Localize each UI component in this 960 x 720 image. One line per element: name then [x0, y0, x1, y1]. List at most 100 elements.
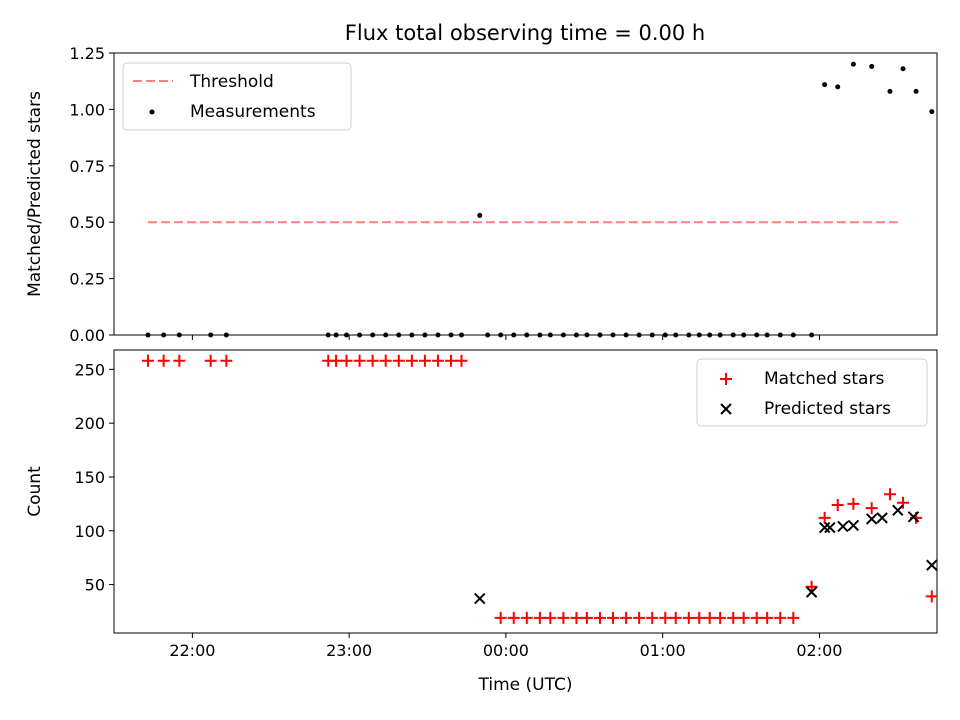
matched-star-point [544, 611, 557, 624]
measurement-point [610, 332, 616, 338]
measurement-point [696, 332, 702, 338]
measurement-point [730, 332, 736, 338]
measurement-point [448, 332, 454, 338]
measurement-point [208, 332, 214, 338]
measurement-point [458, 332, 464, 338]
matched-star-point [693, 611, 706, 624]
matched-star-point [173, 354, 186, 367]
measurement-point [344, 332, 350, 338]
measurement-point [145, 332, 151, 338]
matched-star-point [682, 611, 695, 624]
measurement-point [511, 332, 517, 338]
matched-star-point [507, 611, 520, 624]
x-tick-label: 00:00 [483, 641, 529, 660]
plot-area [145, 61, 935, 338]
legend-matched-swatch [720, 373, 732, 385]
measurement-point [686, 332, 692, 338]
matched-star-point [405, 354, 418, 367]
y-axis-label: Matched/Predicted stars [25, 91, 45, 297]
measurement-point [850, 61, 856, 67]
predicted-star-point [876, 512, 888, 524]
measurement-point [325, 332, 331, 338]
legend-box [122, 62, 352, 131]
y-tick-label: 150 [74, 468, 105, 487]
matched-star-point [445, 354, 458, 367]
matched-star-point [593, 611, 606, 624]
matched-star-point [580, 611, 593, 624]
measurement-point [597, 332, 603, 338]
matched-star-point [897, 496, 910, 509]
measurement-point [707, 332, 713, 338]
legend-box [696, 358, 928, 427]
matched-star-point [204, 354, 217, 367]
matched-star-point [818, 511, 831, 524]
matched-star-point [737, 611, 750, 624]
y-tick-label: 1.00 [69, 100, 105, 119]
matched-star-point [761, 611, 774, 624]
legend-measurements-label: Measurements [190, 102, 316, 122]
measurement-point [673, 332, 679, 338]
measurement-point [161, 332, 167, 338]
measurement-point [584, 332, 590, 338]
legend-matched-label: Matched stars [764, 369, 884, 389]
measurement-point [764, 332, 770, 338]
measurement-point [409, 332, 415, 338]
matched-star-point [533, 611, 546, 624]
matched-star-point [607, 611, 620, 624]
measurement-point [498, 332, 504, 338]
matched-star-point [633, 611, 646, 624]
y-tick-label: 0.50 [69, 213, 105, 232]
measurement-point [370, 332, 376, 338]
predicted-star-point [907, 511, 920, 523]
y-tick-label: 100 [74, 522, 105, 541]
matched-star-point [925, 590, 937, 603]
measurement-point [485, 332, 491, 338]
matched-star-point [865, 502, 878, 515]
x-axis-label: Time (UTC) [478, 675, 573, 695]
measurement-point [477, 212, 483, 218]
matched-star-point [379, 354, 392, 367]
matched-star-point [418, 354, 431, 367]
measurement-point [662, 332, 668, 338]
measurement-point [913, 88, 919, 94]
measurement-point [869, 64, 875, 70]
matched-star-point [557, 611, 570, 624]
top-panel: 0.00 0.25 0.50 0.75 1.00 1.25 Matched/Predicte… [25, 44, 938, 345]
legend-predicted-label: Predicted stars [764, 399, 891, 419]
predicted-star-point [847, 519, 860, 532]
measurement-point [223, 332, 229, 338]
matched-star-point [340, 354, 353, 367]
matched-star-point [669, 611, 682, 624]
measurement-point [396, 332, 402, 338]
matched-star-point [520, 611, 533, 624]
matched-star-point [774, 611, 787, 624]
measurement-point [887, 88, 893, 94]
matched-star-point [220, 354, 233, 367]
matched-star-point [366, 354, 379, 367]
measurement-point [822, 82, 828, 88]
matched-star-point [353, 354, 366, 367]
predicted-star-point [892, 504, 904, 517]
predicted-star-point [837, 520, 849, 533]
legend-top: Threshold Measurements [122, 62, 352, 131]
measurement-point [636, 332, 642, 338]
predicted-star-point [926, 559, 937, 571]
y-tick-label: 200 [74, 414, 105, 433]
predicted-star-point [805, 586, 818, 598]
predicted-star-point [824, 521, 836, 534]
x-tick-label: 02:00 [796, 641, 842, 660]
x-tick-label: 23:00 [326, 641, 372, 660]
y-tick-label: 0.25 [69, 270, 105, 289]
predicted-star-point [474, 592, 486, 605]
measurement-point [422, 332, 428, 338]
measurement-point [623, 332, 629, 338]
y-tick-label: 1.25 [69, 44, 105, 63]
matched-star-point [703, 611, 716, 624]
measurement-point [357, 332, 363, 338]
matched-star-point [646, 611, 659, 624]
predicted-star-point [865, 513, 878, 525]
measurement-point [383, 332, 389, 338]
measurement-point [560, 332, 566, 338]
matched-star-point [883, 488, 896, 501]
